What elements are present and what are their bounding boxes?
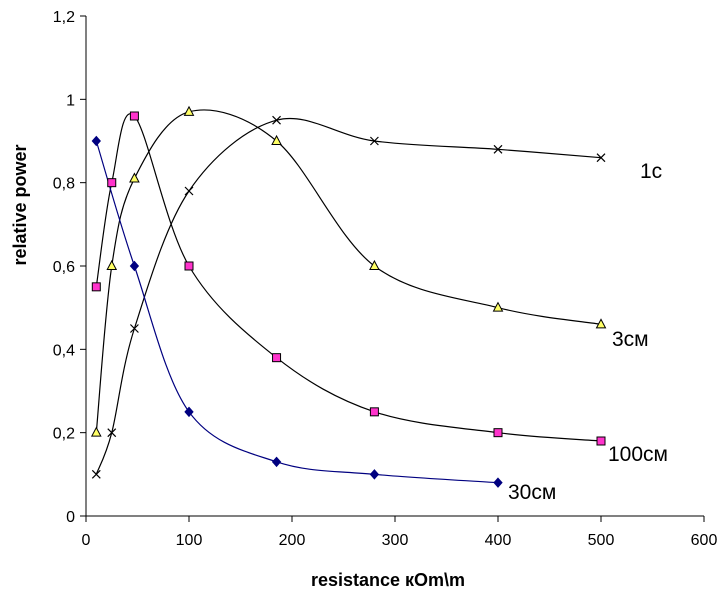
marker-triangle (106, 259, 118, 270)
marker-x-stroke (596, 153, 606, 163)
marker-x (272, 115, 281, 125)
marker-diamond (91, 135, 101, 147)
marker-x-stroke (493, 144, 503, 154)
marker-triangle (595, 318, 607, 329)
x-tick-label: 500 (588, 532, 615, 549)
x-tick-label: 200 (279, 532, 306, 549)
series-markers (90, 105, 607, 488)
series-line (95, 117, 602, 475)
marker-triangle (271, 134, 282, 145)
marker-x-stroke (129, 324, 139, 333)
marker-square (107, 178, 117, 188)
y-tick-label: 0,6 (53, 259, 75, 276)
marker-x (493, 144, 503, 154)
series-line (95, 113, 602, 442)
marker-x-stroke (184, 186, 194, 196)
y-tick-label: 0,4 (53, 342, 75, 359)
series-label: 30см (508, 481, 556, 504)
marker-x-stroke (369, 136, 379, 146)
marker-triangle (492, 301, 504, 312)
marker-x (129, 324, 139, 333)
marker-diamond (184, 406, 194, 418)
marker-triangle (90, 426, 102, 437)
series-curves (95, 109, 602, 484)
marker-diamond (493, 477, 503, 488)
tick-labels: 0 100 200 300 400 500 600 0 0,2 0,4 0,6 0,8 1 1,2 (53, 9, 718, 549)
marker-triangle (183, 105, 195, 116)
series-label: 1с (640, 160, 662, 183)
x-tick-label: 400 (485, 532, 512, 549)
y-tick-label: 0,2 (53, 426, 75, 443)
marker-x-stroke (91, 469, 101, 479)
marker-x (596, 153, 606, 163)
series-line (95, 109, 602, 433)
y-tick-label: 0 (66, 509, 75, 526)
y-axis-title: relative power (10, 144, 30, 265)
marker-diamond (369, 469, 380, 480)
x-tick-label: 0 (82, 532, 91, 549)
series-labels: 1с 3см 100см 30см (508, 160, 668, 504)
marker-square (369, 407, 379, 417)
axes (80, 15, 705, 522)
x-tick-label: 300 (382, 532, 409, 549)
y-tick-label: 1 (66, 92, 75, 109)
y-tick-label: 0,8 (53, 176, 75, 193)
marker-square (129, 111, 139, 121)
marker-diamond (129, 260, 140, 272)
marker-x (107, 428, 117, 438)
series-line (95, 140, 499, 484)
x-axis-title: resistance кOm\m (311, 570, 465, 590)
marker-x-stroke (272, 115, 281, 125)
marker-triangle (129, 172, 140, 183)
marker-square (272, 353, 282, 363)
marker-square (184, 261, 194, 271)
marker-x (91, 469, 101, 479)
x-tick-label: 100 (176, 532, 203, 549)
x-tick-label: 600 (691, 532, 718, 549)
marker-square (493, 428, 503, 438)
y-tick-label: 1,2 (53, 9, 75, 26)
marker-x (184, 186, 194, 196)
marker-triangle (369, 259, 380, 270)
series-label: 100см (608, 443, 668, 466)
marker-x (369, 136, 379, 146)
marker-square (596, 436, 606, 446)
marker-diamond (271, 456, 282, 468)
marker-square (91, 282, 101, 292)
series-label: 3см (612, 328, 649, 351)
marker-x-stroke (107, 428, 117, 438)
